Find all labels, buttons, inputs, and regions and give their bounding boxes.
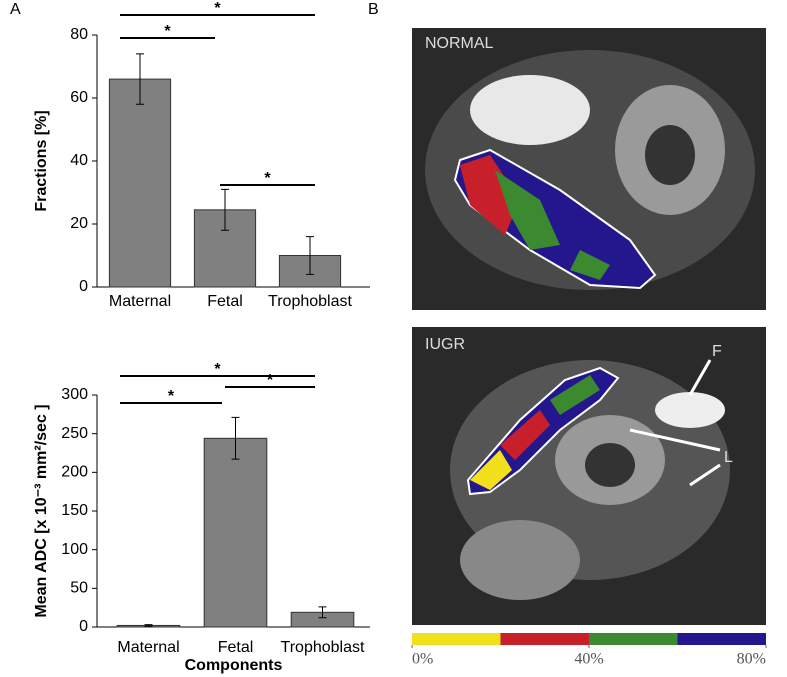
x-axis-label: Components: [185, 657, 283, 674]
significance-star: *: [264, 170, 271, 187]
y-tick-label: 150: [61, 502, 88, 519]
significance-star: *: [214, 0, 221, 17]
x-tick-label: Fetal: [218, 639, 254, 656]
panel-label: B: [368, 1, 379, 18]
annotation: L: [724, 449, 733, 466]
y-tick-label: 40: [70, 152, 88, 169]
y-axis-label: Fractions [%]: [33, 110, 50, 211]
x-tick-label: Trophoblast: [268, 293, 352, 310]
x-tick-label: Fetal: [207, 293, 243, 310]
x-tick-label: Maternal: [117, 639, 179, 656]
significance-star: *: [267, 372, 274, 389]
y-tick-label: 0: [79, 278, 88, 295]
colorbar-segment: [589, 633, 678, 645]
bar: [108, 78, 172, 288]
y-tick-label: 20: [70, 215, 88, 232]
colorbar-label: 80%: [737, 651, 766, 668]
y-tick-label: 200: [61, 464, 88, 481]
x-tick-label: Maternal: [109, 293, 171, 310]
mri-iugr: IUGR F L: [412, 327, 766, 625]
error-bar: [221, 188, 229, 231]
y-tick-label: 300: [61, 386, 88, 403]
significance-star: *: [214, 361, 221, 378]
colorbar-segment: [412, 633, 501, 645]
image-label: NORMAL: [425, 35, 494, 52]
panel-label: A: [10, 1, 21, 18]
colorbar-segment: [500, 633, 589, 645]
y-tick-label: 80: [70, 26, 88, 43]
y-axis-label: Mean ADC [x 10⁻³ mm²/sec ]: [33, 404, 50, 617]
colorbar-label: 40%: [574, 651, 603, 668]
bar: [203, 437, 268, 628]
y-tick-label: 60: [70, 89, 88, 106]
y-tick-label: 50: [70, 580, 88, 597]
mri-normal: NORMAL: [412, 28, 766, 310]
error-bar: [144, 624, 153, 627]
annotation: F: [712, 343, 722, 360]
error-bar: [231, 416, 240, 460]
error-bar: [318, 606, 327, 619]
image-label: IUGR: [425, 336, 465, 353]
y-tick-label: 0: [79, 618, 88, 635]
significance-star: *: [164, 23, 171, 40]
x-tick-label: Trophoblast: [281, 639, 365, 656]
y-tick-label: 250: [61, 425, 88, 442]
y-tick-label: 100: [61, 541, 88, 558]
error-bar: [306, 236, 314, 275]
colorbar-segment: [677, 633, 766, 645]
colorbar-label: 0%: [412, 651, 433, 668]
significance-star: *: [168, 388, 175, 405]
error-bar: [136, 53, 144, 105]
